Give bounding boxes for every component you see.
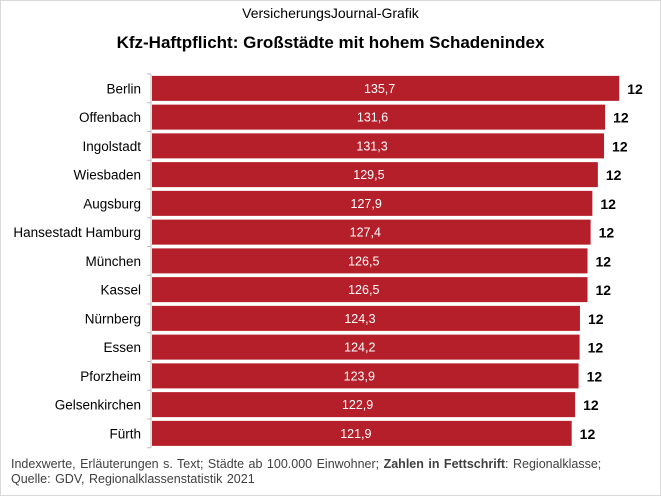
bar bbox=[152, 363, 579, 389]
value-label: 135,7 bbox=[364, 82, 395, 96]
category-label: Nürnberg bbox=[85, 311, 141, 326]
regionalklasse-label: 12 bbox=[596, 253, 612, 269]
value-label: 122,9 bbox=[342, 398, 373, 412]
value-label: 131,3 bbox=[356, 139, 387, 153]
category-label: Kassel bbox=[100, 283, 141, 298]
regionalklasse-label: 12 bbox=[587, 368, 603, 384]
category-label: Berlin bbox=[106, 81, 141, 96]
category-label: Ingolstadt bbox=[82, 139, 141, 154]
footnote-source: Quelle: GDV, Regionalklassenstatistik 20… bbox=[11, 472, 255, 486]
bar bbox=[152, 305, 580, 331]
value-label: 126,5 bbox=[348, 254, 379, 268]
bar bbox=[152, 75, 620, 101]
regionalklasse-label: 12 bbox=[613, 110, 629, 126]
value-label: 131,6 bbox=[357, 111, 388, 125]
bar bbox=[152, 248, 588, 274]
regionalklasse-label: 12 bbox=[627, 81, 643, 97]
chart-subtitle: VersicherungsJournal-Grafik bbox=[242, 5, 419, 21]
category-label: Gelsenkirchen bbox=[55, 398, 141, 413]
bar bbox=[152, 420, 572, 446]
regionalklasse-label: 12 bbox=[596, 282, 612, 298]
category-label: Fürth bbox=[109, 426, 141, 441]
bar bbox=[152, 392, 576, 418]
regionalklasse-label: 12 bbox=[588, 311, 604, 327]
bar bbox=[152, 219, 591, 245]
bar bbox=[152, 133, 605, 159]
regionalklasse-label: 12 bbox=[583, 397, 599, 413]
value-label: 121,9 bbox=[340, 427, 371, 441]
category-label: Offenbach bbox=[79, 110, 141, 125]
footnote-text-2: : Regionalklasse; bbox=[505, 457, 602, 471]
category-label: Pforzheim bbox=[80, 369, 141, 384]
value-label: 123,9 bbox=[344, 369, 375, 383]
footnote-bold: Zahlen in Fettschrift bbox=[383, 457, 506, 471]
bar bbox=[152, 277, 588, 303]
bar bbox=[152, 190, 593, 216]
value-label: 127,4 bbox=[350, 226, 381, 240]
footnote-text: Indexwerte, Erläuterungen s. Text; Städt… bbox=[11, 457, 384, 471]
chart-footnote: Indexwerte, Erläuterungen s. Text; Städt… bbox=[11, 457, 601, 487]
regionalklasse-label: 12 bbox=[588, 340, 604, 356]
regionalklasse-label: 12 bbox=[612, 138, 628, 154]
value-label: 124,2 bbox=[344, 341, 375, 355]
category-label: München bbox=[85, 254, 141, 269]
value-label: 124,3 bbox=[344, 312, 375, 326]
bar bbox=[152, 334, 580, 360]
category-label: Hansestadt Hamburg bbox=[13, 225, 141, 240]
bar bbox=[152, 104, 606, 130]
value-label: 126,5 bbox=[348, 283, 379, 297]
category-label: Wiesbaden bbox=[73, 168, 141, 183]
category-label: Augsburg bbox=[83, 196, 141, 211]
regionalklasse-label: 12 bbox=[600, 196, 616, 212]
regionalklasse-label: 12 bbox=[606, 167, 622, 183]
value-label: 129,5 bbox=[353, 168, 384, 182]
value-label: 127,9 bbox=[351, 197, 382, 211]
regionalklasse-label: 12 bbox=[580, 426, 596, 442]
regionalklasse-label: 12 bbox=[599, 225, 615, 241]
chart-title: Kfz-Haftpflicht: Großstädte mit hohem Sc… bbox=[116, 33, 545, 52]
category-label: Essen bbox=[103, 340, 141, 355]
bar bbox=[152, 162, 598, 188]
